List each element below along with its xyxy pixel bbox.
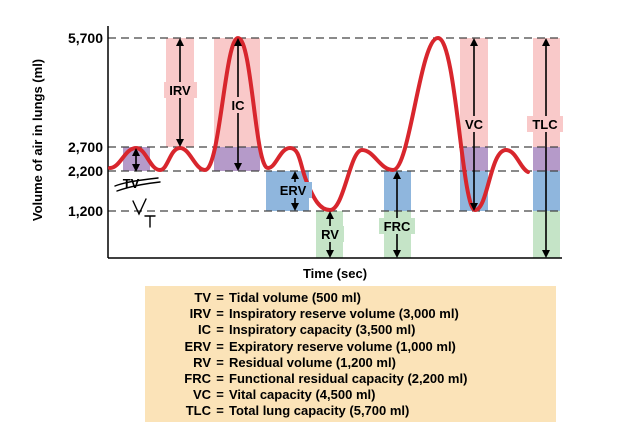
label-backgrounds [164,82,563,242]
scribble-strike [114,177,161,192]
legend-definition: Inspiratory capacity (3,500 ml) [229,322,416,338]
axes [107,26,562,259]
legend-row: TLC = Total lung capacity (5,700 ml) [145,403,556,419]
breathing-curve [108,36,530,212]
legend-abbr: ERV [184,338,212,354]
legend-abbr: IC [198,322,211,338]
legend-definition: Functional residual capacity (2,200 ml) [229,370,468,386]
legend-definition: Inspiratory reserve volume (3,000 ml) [229,306,459,322]
reference-lines [108,37,562,212]
legend-row: TV = Tidal volume (500 ml) [145,290,556,306]
legend-definition: Expiratory reserve volume (1,000 ml) [229,338,456,354]
irv-label: IRV [169,83,191,98]
legend-abbr: FRC [184,370,211,386]
vc-label: VC [465,117,484,132]
legend-abbr: TV [194,290,211,305]
legend-definition: Vital capacity (4,500 ml) [229,387,376,403]
legend-row: VC = Vital capacity (4,500 ml) [145,387,556,403]
tlc-label: TLC [532,117,558,132]
legend-equals: = [216,370,224,386]
x-axis-title: Time (sec) [303,266,367,281]
legend-equals: = [216,387,224,403]
legend-equals: = [216,338,224,354]
legend-equals: = [216,306,224,322]
volume-label-group: IRV IC ERV RV FRC VC TLC TV [123,83,559,242]
frc-label: FRC [384,219,411,234]
legend-row: IC = Inspiratory capacity (3,500 ml) [145,322,556,338]
legend-equals: = [216,322,224,338]
rv-label: RV [321,227,339,242]
legend-abbr: TLC [185,403,211,419]
y-tick-1200: 1,200 [68,203,103,219]
legend-row: IRV = Inspiratory reserve volume (3,000 ml… [145,306,556,322]
y-tick-2200: 2,200 [68,163,103,179]
legend-abbr: RV [193,354,211,370]
legend-definition: Total lung capacity (5,700 ml) [229,403,410,419]
legend-row: ERV = Expiratory reserve volume (1,000 ml) [145,339,556,355]
handwritten-v [132,198,147,216]
legend-row: RV = Residual volume (1,200 ml) [145,355,556,371]
legend-equals: = [216,354,224,370]
y-tick-2700: 2,700 [68,139,103,155]
legend-definition: Residual volume (1,200 ml) [229,354,396,370]
volume-regions [123,38,560,258]
y-tick-labels: 5,700 2,700 2,200 1,200 [68,30,103,219]
legend-equals: = [216,403,224,419]
y-axis-title: Volume of air in lungs (ml) [30,59,45,221]
legend-definition: Tidal volume (500 ml) [229,290,361,305]
legend-abbr: IRV [189,306,211,322]
erv-label: ERV [280,183,307,198]
legend: TV = Tidal volume (500 ml) IRV = Inspiratory … [145,286,556,422]
y-tick-5700: 5,700 [68,30,103,46]
handwritten-annotation [114,177,161,228]
ic-label: IC [232,98,246,113]
legend-abbr: VC [192,387,211,403]
handwritten-t [144,215,156,228]
legend-row: FRC = Functional residual capacity (2,200 … [145,371,556,387]
ic-region-purple [214,147,260,171]
legend-equals: = [216,290,224,305]
